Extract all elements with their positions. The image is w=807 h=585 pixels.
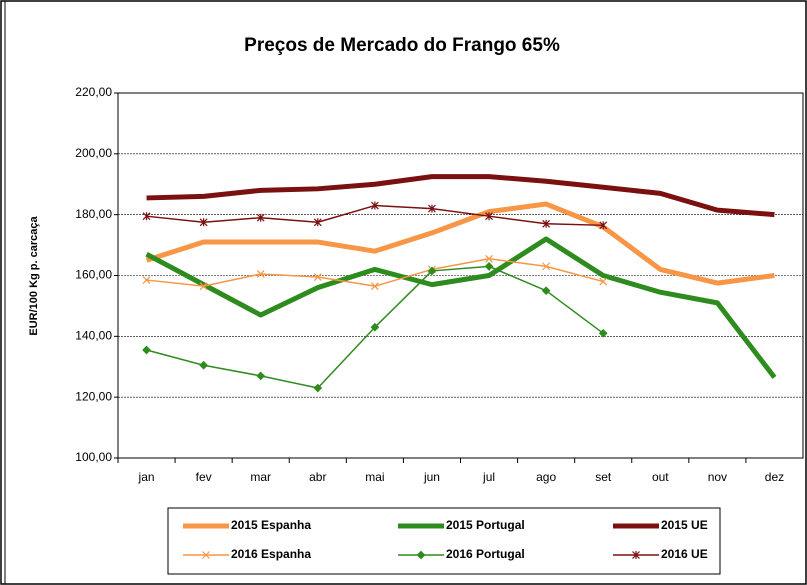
x-tick-label: jul: [482, 470, 495, 484]
marker: [598, 328, 608, 338]
y-tick-label: 180,00: [75, 207, 112, 221]
marker: [313, 383, 323, 393]
marker: [256, 213, 265, 222]
marker: [313, 273, 322, 281]
marker: [416, 550, 426, 560]
marker: [485, 254, 493, 263]
legend-label: 2016 Portugal: [446, 547, 525, 561]
y-tick-label: 160,00: [75, 268, 112, 282]
y-tick-label: 100,00: [75, 450, 112, 464]
marker: [313, 218, 322, 227]
y-axis-label: EUR/100 Kg p. carcaça: [28, 216, 40, 336]
legend-label: 2016 Espanha: [231, 547, 311, 561]
marker: [256, 371, 266, 381]
x-tick-label: fev: [196, 470, 212, 484]
x-tick-label: mai: [365, 470, 384, 484]
y-tick-label: 140,00: [75, 329, 112, 343]
x-tick-label: abr: [309, 470, 326, 484]
y-tick-label: 120,00: [75, 389, 112, 403]
y-tick-label: 200,00: [75, 146, 112, 160]
series-line: [146, 174, 775, 218]
marker: [370, 201, 379, 210]
marker: [428, 204, 436, 213]
marker: [599, 221, 608, 230]
x-tick-label: dez: [765, 470, 784, 484]
marker: [142, 276, 151, 284]
legend-label: 2015 Espanha: [231, 518, 311, 532]
x-tick-label: mar: [250, 470, 271, 484]
marker: [202, 551, 210, 559]
x-tick-label: set: [595, 470, 612, 484]
marker: [199, 218, 208, 227]
marker: [485, 212, 493, 221]
series-line: [145, 236, 777, 379]
legend-label: 2015 Portugal: [446, 518, 525, 532]
marker: [199, 360, 208, 370]
marker: [484, 262, 494, 271]
marker: [370, 322, 380, 332]
x-tick-label: jan: [138, 470, 155, 484]
x-tick-label: ago: [536, 470, 556, 484]
marker: [542, 262, 551, 271]
marker: [199, 282, 208, 291]
marker: [541, 286, 551, 296]
legend-label: 2016 UE: [661, 547, 708, 561]
marker: [542, 219, 551, 228]
marker: [256, 270, 265, 278]
x-tick-label: out: [652, 470, 669, 484]
series-line: [145, 201, 775, 286]
y-tick-label: 220,00: [75, 85, 112, 99]
legend-box: [167, 507, 721, 575]
legend-label: 2015 UE: [661, 518, 708, 532]
marker: [427, 266, 437, 276]
x-tick-label: nov: [708, 470, 727, 484]
x-tick-label: jun: [423, 470, 440, 484]
marker: [599, 277, 608, 286]
marker: [142, 212, 151, 221]
marker: [632, 551, 640, 559]
marker: [142, 345, 151, 355]
chart-title: Preços de Mercado do Frango 65%: [244, 35, 560, 56]
marker: [370, 282, 379, 291]
